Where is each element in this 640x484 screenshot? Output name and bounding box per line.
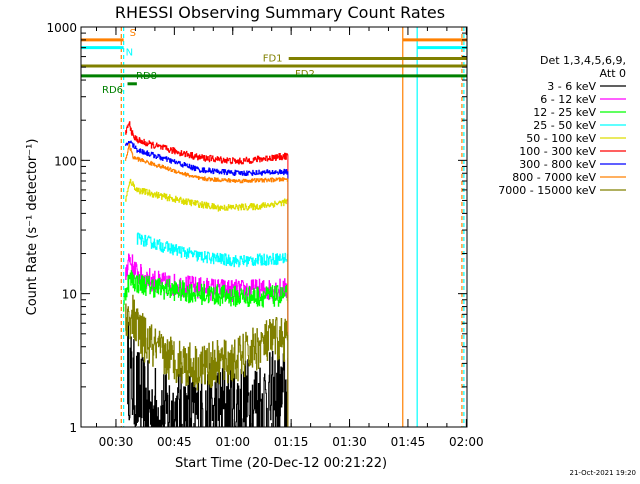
legend-header-line-2: Att 0 <box>600 67 626 80</box>
legend-label-3: 12 - 25 keV <box>533 106 596 119</box>
legend-label-6: 100 - 300 keV <box>519 145 596 158</box>
y-tick-label-1: 10 <box>62 288 77 302</box>
flag-label-rd8: RD8 <box>136 71 157 82</box>
x-tick-label-6: 02:00 <box>449 435 484 449</box>
legend-label-8: 800 - 7000 keV <box>512 171 596 184</box>
series-line-4 <box>136 232 289 427</box>
flag-label-n: N <box>126 48 133 59</box>
series-line-9 <box>125 294 289 427</box>
plot-area: SNFD1FD2RD8RD6 <box>81 27 467 428</box>
series-line-3 <box>123 270 289 427</box>
y-axis-label: Count Rate (s⁻¹ detector⁻¹) <box>25 139 40 316</box>
x-tick-label-5: 01:45 <box>391 435 426 449</box>
plot-frame <box>80 26 468 428</box>
series-line-8 <box>125 143 289 427</box>
legend-label-9: 7000 - 15000 keV <box>498 184 596 197</box>
x-tick-label-1: 00:45 <box>157 435 192 449</box>
x-axis-label: Start Time (20-Dec-12 00:21:22) <box>175 456 387 471</box>
series-line-5 <box>125 178 289 427</box>
series-line-6 <box>125 121 289 427</box>
flag-label-rd6: RD6 <box>102 85 123 96</box>
y-tick-label-0: 1 <box>69 421 77 435</box>
legend-label-7: 300 - 800 keV <box>519 158 596 171</box>
flag-label-fd1: FD1 <box>263 54 283 65</box>
x-tick-label-4: 01:30 <box>332 435 367 449</box>
legend-label-5: 50 - 100 keV <box>526 132 596 145</box>
x-tick-label-3: 01:15 <box>274 435 309 449</box>
chart-title: RHESSI Observing Summary Count Rates <box>115 3 445 22</box>
x-tick-label-0: 00:30 <box>99 435 134 449</box>
legend-header-line-1: Det 1,3,4,5,6,9, <box>540 54 626 67</box>
footer-timestamp: 21-Oct-2021 19:20 <box>570 469 636 477</box>
legend-label-2: 6 - 12 keV <box>540 93 596 106</box>
legend-label-4: 25 - 50 keV <box>533 119 596 132</box>
y-tick-label-2: 100 <box>54 154 77 168</box>
axes: 1 10 100 1000 00:30 00:45 01:00 01:15 01:30 01:45… <box>46 21 483 449</box>
series-line-2 <box>125 253 289 427</box>
flag-label-s: S <box>130 28 136 39</box>
x-tick-label-2: 01:00 <box>215 435 250 449</box>
y-tick-label-3: 1000 <box>46 21 77 35</box>
legend-label-1: 3 - 6 keV <box>547 80 596 93</box>
series-line-7 <box>125 140 289 427</box>
